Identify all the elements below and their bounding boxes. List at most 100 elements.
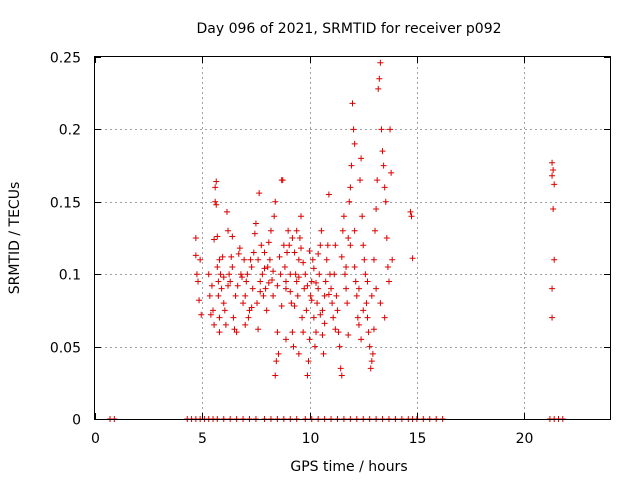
data-point (245, 314, 252, 321)
data-point (362, 271, 369, 278)
data-point (248, 304, 255, 311)
x-tick-label: 20 (516, 431, 534, 447)
data-point (217, 271, 224, 278)
data-point (236, 245, 243, 252)
data-point (197, 256, 204, 263)
y-tick-label: 0.25 (50, 51, 81, 67)
data-point (207, 311, 214, 318)
data-point (255, 256, 262, 263)
data-point (306, 336, 313, 343)
data-point (381, 314, 388, 321)
data-point (330, 314, 337, 321)
data-point (320, 350, 327, 357)
data-point (381, 184, 388, 191)
data-point (359, 213, 366, 220)
data-point (212, 184, 219, 191)
data-point (380, 162, 387, 169)
data-point (242, 321, 249, 328)
data-point (193, 271, 200, 278)
data-point (369, 350, 376, 357)
data-point (294, 292, 301, 299)
data-point (265, 239, 272, 246)
data-point (382, 198, 389, 205)
data-point (549, 159, 556, 166)
data-point (237, 271, 244, 278)
data-point (295, 274, 302, 281)
data-point (313, 329, 320, 336)
data-point (350, 126, 357, 133)
data-point (247, 256, 254, 263)
data-point (315, 285, 322, 292)
data-point (317, 311, 324, 318)
data-point (228, 253, 235, 260)
data-point (365, 329, 372, 336)
data-point (328, 285, 335, 292)
data-point (255, 326, 262, 333)
data-point (265, 279, 272, 286)
data-point (307, 292, 314, 299)
data-point (354, 314, 361, 321)
data-point (196, 297, 203, 304)
data-point (257, 288, 264, 295)
data-point (355, 285, 362, 292)
data-point (358, 155, 365, 162)
data-point (367, 365, 374, 372)
data-point (271, 213, 278, 220)
data-point (321, 292, 328, 299)
x-tick-labels: 0 5 10 15 20 (91, 431, 533, 447)
data-point (388, 169, 395, 176)
data-point (295, 256, 302, 263)
data-point (272, 372, 279, 379)
data-point (308, 278, 315, 285)
data-point (216, 314, 223, 321)
data-point (266, 256, 273, 263)
data-point (299, 314, 306, 321)
data-point (277, 271, 284, 278)
data-point (215, 292, 222, 299)
chart-title: Day 096 of 2021, SRMTID for receiver p09… (196, 21, 501, 37)
data-point (288, 300, 295, 307)
data-point (353, 292, 360, 299)
data-point (205, 271, 212, 278)
data-point (385, 278, 392, 285)
data-point (270, 268, 277, 275)
data-point (192, 235, 199, 241)
data-point (337, 365, 344, 372)
data-point (215, 278, 222, 285)
data-point (306, 248, 313, 255)
data-point (291, 249, 298, 256)
data-point (298, 245, 304, 252)
data-point (384, 263, 391, 270)
data-point (347, 242, 354, 249)
data-point (229, 233, 236, 240)
data-point (289, 235, 296, 241)
data-point (317, 242, 324, 249)
data-point (340, 213, 347, 220)
data-point (379, 148, 386, 155)
data-point (210, 307, 217, 314)
data-point (220, 300, 227, 307)
data-point (222, 321, 229, 328)
data-point (286, 242, 293, 249)
data-point (248, 263, 255, 270)
data-point (293, 227, 300, 234)
data-point (280, 242, 287, 249)
x-tick-label: 0 (91, 431, 100, 447)
data-point (375, 85, 382, 92)
data-point (244, 271, 251, 278)
data-point (308, 297, 315, 304)
data-point (304, 372, 311, 379)
data-point (360, 307, 367, 314)
data-point (250, 249, 257, 256)
data-points (107, 59, 566, 422)
data-point (549, 172, 556, 179)
data-point (316, 271, 323, 278)
data-point (257, 278, 264, 285)
y-tick-label: 0.1 (59, 268, 81, 284)
data-point (361, 256, 368, 263)
data-point (223, 208, 230, 215)
data-point (341, 271, 348, 278)
data-point (348, 162, 355, 169)
y-tick-label: 0.2 (59, 123, 81, 139)
data-point (227, 278, 234, 285)
